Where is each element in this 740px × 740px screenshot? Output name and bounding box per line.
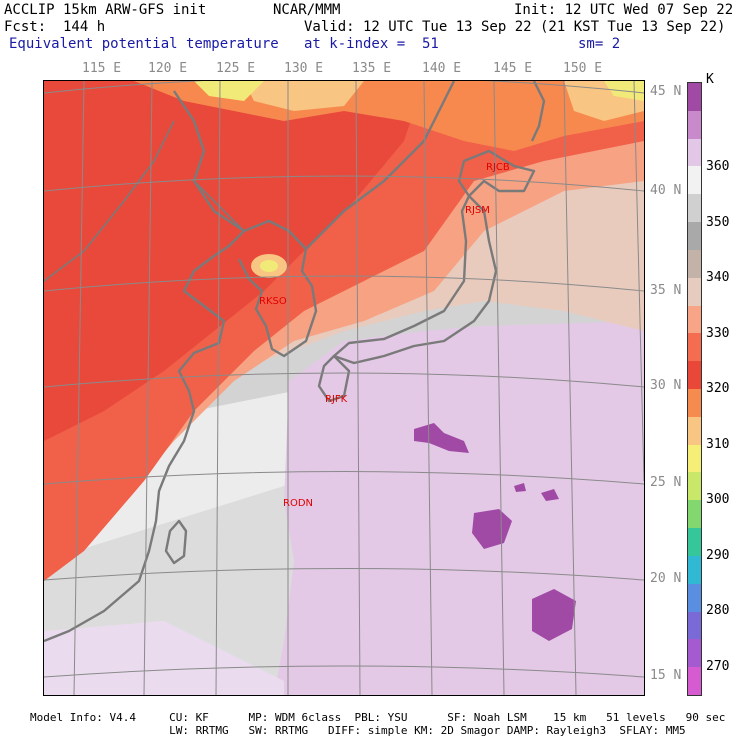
- lat-label: 30 N: [650, 378, 682, 393]
- lon-label: 135 E: [352, 61, 392, 76]
- lon-label: 120 E: [148, 61, 188, 76]
- colorbar-label: 300: [706, 492, 730, 507]
- model-info-line1: Model Info: V4.4 CU: KF MP: WDM 6class P…: [30, 711, 726, 724]
- colorbar-segment: [688, 83, 701, 112]
- colorbar-segment: [688, 639, 701, 668]
- station-marker: RKSO: [259, 296, 287, 307]
- forecast-hour: Fcst: 144 h: [4, 19, 106, 35]
- lon-label: 145 E: [493, 61, 533, 76]
- init-time: Init: 12 UTC Wed 07 Sep 22: [514, 2, 734, 18]
- lon-label: 125 E: [216, 61, 256, 76]
- colorbar-segment: [688, 472, 701, 501]
- lat-label: 20 N: [650, 571, 682, 586]
- station-marker: RJFK: [325, 394, 348, 405]
- model-info-line2: LW: RRTMG SW: RRTMG DIFF: simple KM: 2D …: [30, 724, 686, 737]
- colorbar-label: 360: [706, 159, 730, 174]
- colorbar-label: 270: [706, 659, 730, 674]
- lat-label: 25 N: [650, 475, 682, 490]
- colorbar-label: 340: [706, 270, 730, 285]
- lat-label: 35 N: [650, 283, 682, 298]
- station-marker: RJCB: [486, 162, 510, 173]
- valid-time: Valid: 12 UTC Tue 13 Sep 22 (21 KST Tue …: [304, 19, 726, 35]
- colorbar-segment: [688, 416, 701, 446]
- lon-label: 150 E: [563, 61, 603, 76]
- colorbar-segment: [688, 249, 701, 279]
- institution-label: NCAR/MMM: [273, 2, 341, 18]
- colorbar-segment: [688, 667, 701, 696]
- field-name: Equivalent potential temperature: [9, 36, 279, 52]
- lon-label: 140 E: [422, 61, 462, 76]
- colorbar-segment: [688, 583, 701, 613]
- lat-label: 15 N: [650, 668, 682, 683]
- colorbar-segment: [688, 555, 701, 585]
- colorbar-label: 280: [706, 603, 730, 618]
- level-label: at k-index = 51: [304, 36, 439, 52]
- lat-label: 40 N: [650, 183, 682, 198]
- colorbar-segment: [688, 528, 701, 557]
- colorbar-label: 350: [706, 215, 730, 230]
- colorbar-segment: [688, 611, 701, 640]
- colorbar-label: 320: [706, 381, 730, 396]
- colorbar-segment: [688, 500, 701, 529]
- lon-label: 115 E: [82, 61, 122, 76]
- colorbar-segment: [688, 110, 701, 140]
- colorbar-label: 330: [706, 326, 730, 341]
- smoothing-label: sm= 2: [578, 36, 621, 52]
- colorbar-segment: [688, 333, 701, 362]
- colorbar-unit: K: [706, 72, 714, 87]
- colorbar-segment: [688, 305, 701, 334]
- lon-label: 130 E: [284, 61, 324, 76]
- colorbar: [687, 82, 702, 696]
- map-panel[interactable]: [43, 80, 645, 696]
- colorbar-segment: [688, 166, 701, 195]
- colorbar-segment: [688, 389, 701, 418]
- colorbar-segment: [688, 222, 701, 251]
- colorbar-segment: [688, 194, 701, 223]
- lat-label: 45 N: [650, 84, 682, 99]
- colorbar-segment: [688, 361, 701, 390]
- colorbar-segment: [688, 138, 701, 167]
- station-marker: RJSM: [465, 205, 490, 216]
- colorbar-label: 290: [706, 548, 730, 563]
- model-title: ACCLIP 15km ARW-GFS init: [4, 2, 207, 18]
- colorbar-segment: [688, 277, 701, 307]
- station-marker: RODN: [283, 498, 313, 509]
- theta-e-field: [44, 81, 644, 695]
- colorbar-segment: [688, 444, 701, 473]
- colorbar-label: 310: [706, 437, 730, 452]
